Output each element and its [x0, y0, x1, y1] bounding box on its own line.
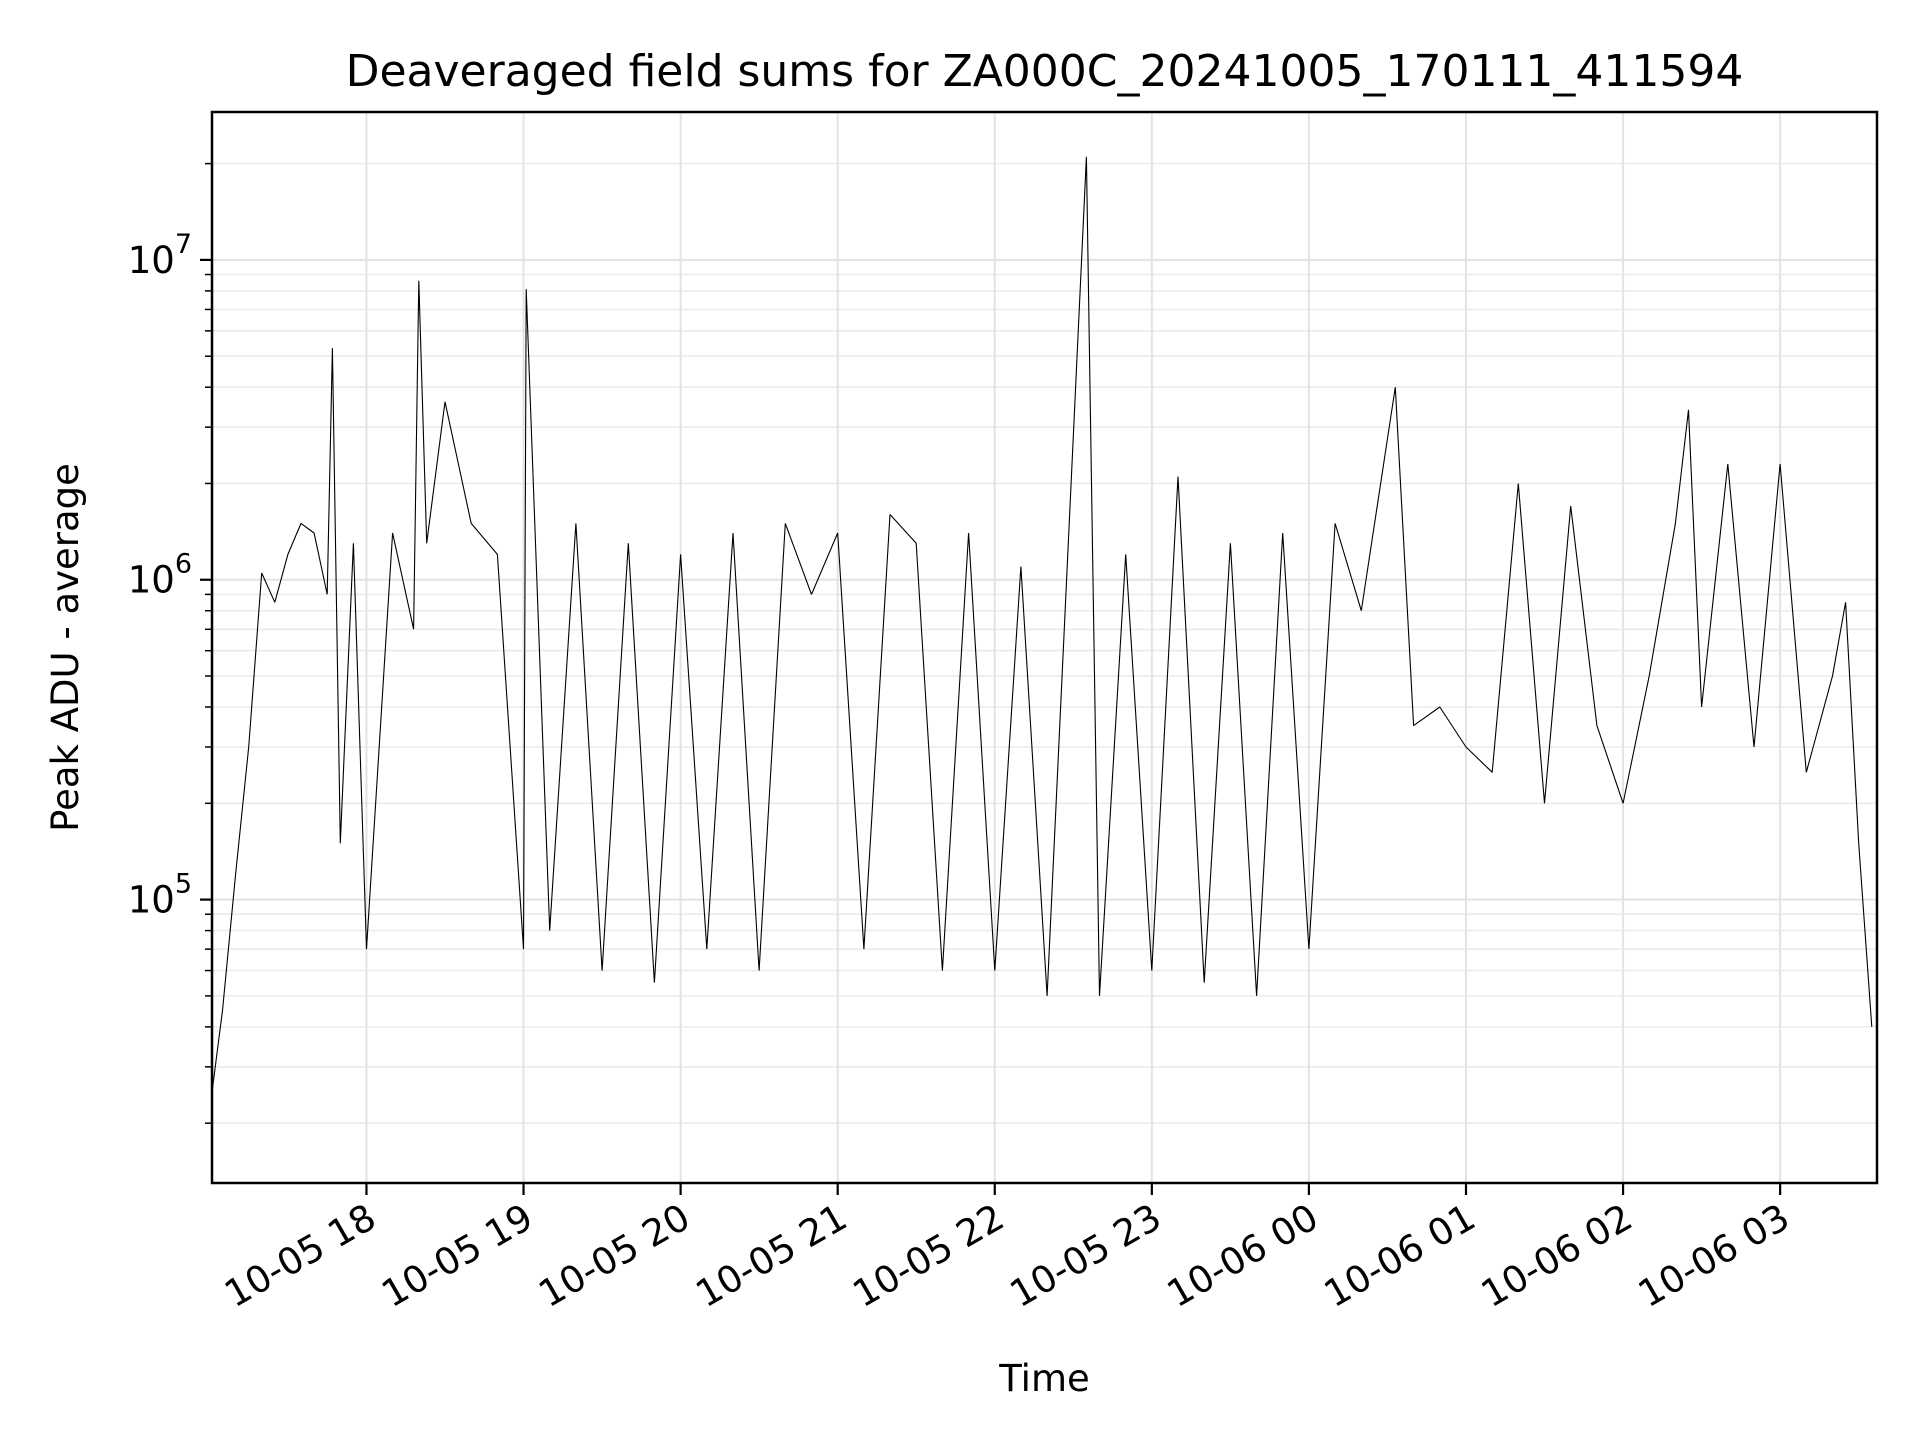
- x-tick-label: 10-05 22: [846, 1196, 1012, 1316]
- series-layer: [211, 156, 1873, 1093]
- x-axis-label: Time: [998, 1357, 1090, 1400]
- x-tick-label: 10-05 20: [532, 1196, 698, 1316]
- plot-frame: [210, 110, 1879, 1185]
- chart-title: Deaveraged field sums for ZA000C_2024100…: [346, 46, 1744, 97]
- x-tick-label: 10-05 19: [374, 1196, 540, 1316]
- x-tick-label: 10-05 21: [689, 1196, 855, 1316]
- x-tick-label: 10-05 18: [217, 1196, 383, 1316]
- y-tick-label: 105: [128, 869, 192, 922]
- y-axis-label: Peak ADU - average: [44, 463, 87, 832]
- x-tick-label: 10-06 02: [1474, 1196, 1640, 1316]
- x-tick-label: 10-06 01: [1317, 1196, 1483, 1316]
- y-tick-label: 107: [128, 229, 192, 282]
- y-tick-label: 106: [128, 549, 192, 602]
- grid: [212, 112, 1877, 1183]
- series-line: [211, 156, 1873, 1093]
- x-tick-label: 10-06 03: [1631, 1196, 1797, 1316]
- x-tick-label: 10-05 23: [1003, 1196, 1169, 1316]
- x-tick-label: 10-06 00: [1160, 1196, 1326, 1316]
